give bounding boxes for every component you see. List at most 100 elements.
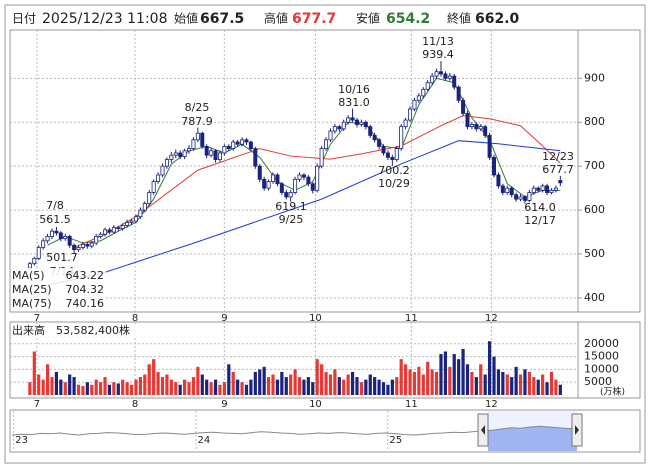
annotation: 12/23 (542, 150, 574, 163)
candle-body (492, 156, 497, 176)
volume-bar (178, 384, 182, 395)
volume-bar (514, 366, 518, 395)
candle-body (372, 135, 377, 141)
volume-bar (37, 374, 41, 395)
volume-bar (134, 379, 138, 395)
volume-bar (527, 371, 531, 395)
candle-body (142, 203, 147, 211)
candle-body (416, 95, 421, 101)
volume-bar (99, 382, 103, 395)
annotation: 561.5 (39, 213, 71, 226)
candle-body (310, 183, 315, 191)
y-tick-label: 5000 (584, 375, 612, 388)
legend-value: 740.16 (66, 297, 105, 310)
legend-value: 704.32 (66, 283, 105, 296)
candle-body (487, 135, 492, 158)
volume-bar (253, 371, 257, 395)
volume-bar (390, 379, 394, 395)
candle-body (200, 132, 205, 147)
annotation: 12/17 (524, 214, 556, 227)
candle-body (235, 141, 240, 145)
y-tick-label: 400 (584, 291, 605, 304)
candle-body (381, 146, 386, 154)
candle-body (301, 174, 306, 178)
volume-bar (85, 382, 89, 395)
candle-body (350, 117, 355, 121)
candle-body (63, 236, 68, 240)
volume-bar (412, 371, 417, 395)
candle-body (500, 185, 505, 193)
volume-bar (417, 366, 421, 395)
volume-bar (129, 384, 134, 395)
candle-body (49, 230, 54, 237)
candle-body (182, 150, 187, 157)
candle-body (412, 99, 417, 110)
volume-bar (41, 379, 45, 395)
candle-body (80, 243, 85, 248)
candle-body (394, 148, 399, 160)
candle-body (103, 229, 108, 235)
candle-body (169, 154, 174, 160)
candle-body (456, 86, 461, 101)
candle-body (191, 139, 196, 149)
nav-area (488, 426, 577, 451)
candle-body (116, 227, 121, 229)
candle-body (377, 139, 382, 147)
volume-bar (404, 364, 408, 395)
volume-bar (209, 382, 213, 395)
volume-bar (554, 379, 558, 395)
candle-body (514, 194, 519, 200)
candle-body (195, 132, 200, 141)
candle-body (129, 220, 134, 223)
volume-bar (222, 382, 226, 395)
volume-bar (368, 374, 372, 395)
annotation: 614.0 (524, 201, 556, 214)
y-tick-label: 900 (584, 71, 605, 84)
candle-body (32, 258, 37, 265)
volume-bar (328, 374, 333, 395)
candle-body (474, 124, 479, 130)
y-tick-label: 700 (584, 159, 605, 172)
candle-body (76, 247, 81, 251)
x-tick-label: 7 (34, 313, 40, 324)
candle-body (341, 121, 346, 130)
volume-bar (306, 377, 310, 395)
candle-body (390, 156, 395, 160)
volume-bar (244, 384, 249, 395)
volume-bar (492, 356, 496, 395)
volume-bar (138, 377, 142, 395)
volume-bar (200, 374, 204, 395)
candle-body (279, 183, 284, 193)
volume-bar (532, 377, 536, 395)
ma-line (47, 77, 561, 246)
volume-bar (541, 374, 545, 395)
volume-bar (174, 382, 178, 395)
nav-tick-label: 25 (389, 435, 402, 446)
candle-body (204, 146, 209, 156)
x-tick-label: 7 (34, 399, 40, 410)
candle-body (151, 181, 156, 193)
candle-body (465, 113, 470, 128)
volume-bar (266, 377, 271, 395)
candle-body (403, 119, 408, 128)
volume-bar (112, 382, 116, 395)
volume-bar (32, 351, 36, 395)
volume-bar (452, 354, 456, 395)
volume-bar (54, 371, 59, 395)
candle-body (156, 174, 161, 182)
volume-bar (231, 371, 235, 395)
volume-bar (240, 382, 244, 395)
date: 2025/12/23 11:08 (42, 11, 168, 27)
volume-bar (28, 382, 32, 395)
candle-body (217, 152, 222, 160)
volume-bar (81, 386, 85, 395)
candle-body (226, 146, 231, 149)
volume-bar (558, 384, 562, 395)
candle-body (385, 152, 390, 158)
candle-body (306, 176, 311, 185)
candle-body (133, 216, 138, 222)
volume-bar (116, 383, 120, 395)
volume-bar (289, 374, 293, 395)
x-tick-label: 10 (309, 399, 322, 410)
